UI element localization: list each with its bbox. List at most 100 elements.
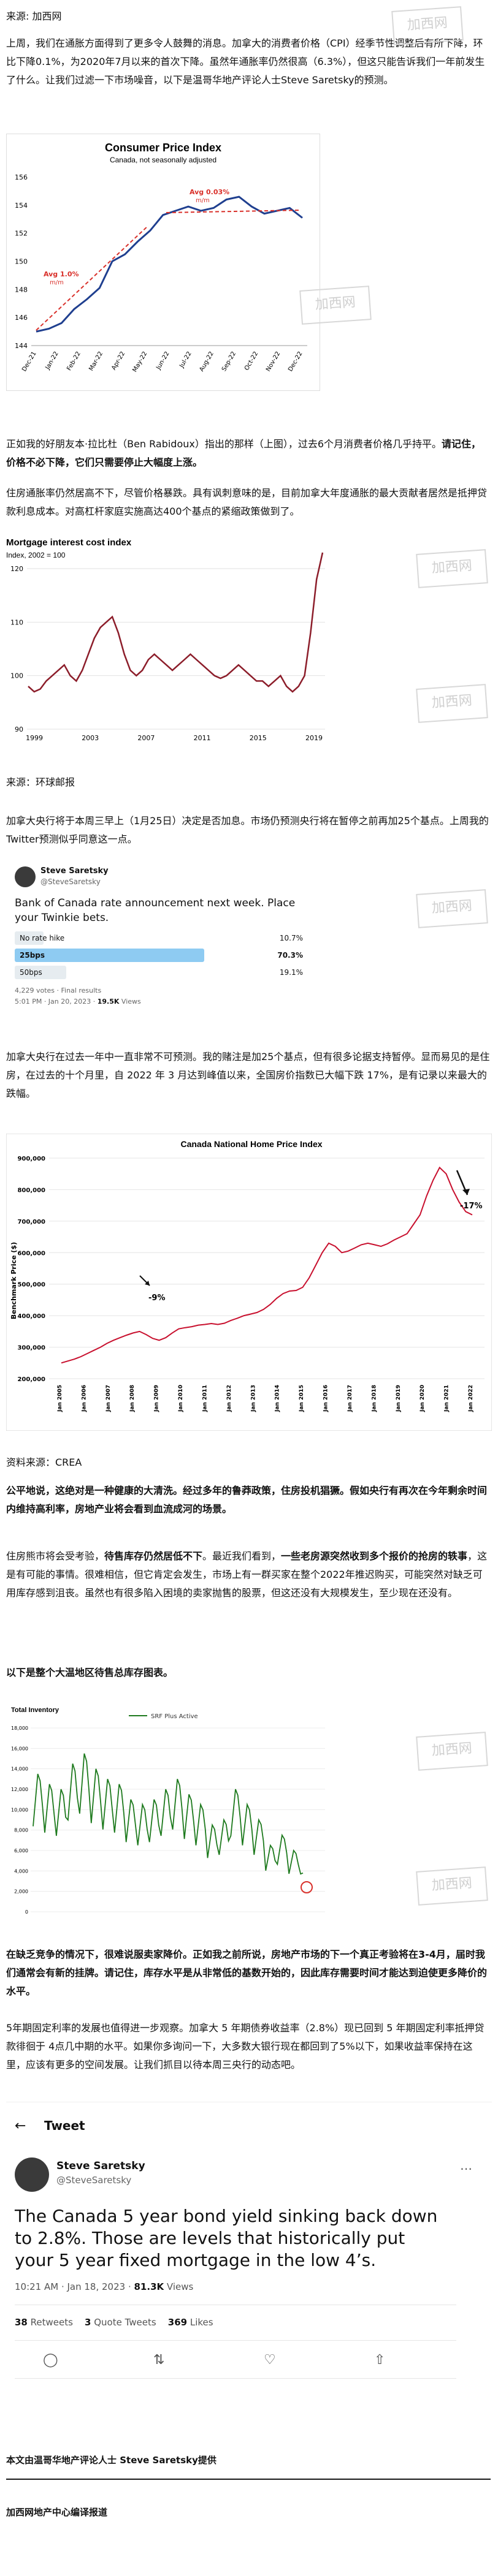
y-tick-label: 152	[15, 230, 28, 238]
y-tick-label: 6,000	[14, 1848, 28, 1854]
x-tick-label: Jan 2012	[226, 1385, 232, 1412]
chart-subtitle: Index, 2002 = 100	[6, 551, 66, 559]
trend-line-left	[36, 225, 148, 331]
chart-title: Consumer Price Index	[105, 142, 221, 154]
x-tick-label: 2015	[250, 734, 267, 742]
poll-option: 25bps 70.3%	[15, 949, 309, 962]
inventory-chart: Total Inventory 18,000 16,000 14,000 12,000…	[6, 1703, 331, 1924]
hpi-chart: Canada National Home Price Index Benchma…	[6, 1133, 492, 1431]
y-tick-label: 300,000	[17, 1345, 45, 1352]
reply-icon[interactable]: ◯	[43, 2352, 58, 2368]
x-tick-label: May-22	[131, 350, 148, 373]
legend-label: SRF Plus Active	[151, 1713, 198, 1720]
poll-option: 50bps 19.1%	[15, 966, 309, 979]
author-name[interactable]: Steve Saretsky	[40, 866, 109, 876]
y-tick-label: 120	[10, 565, 23, 573]
avatar[interactable]	[15, 866, 36, 887]
share-icon[interactable]: ⇧	[374, 2352, 386, 2368]
x-tick-label: Jan 2020	[419, 1385, 426, 1412]
inventory-series-line	[33, 1753, 304, 1875]
x-tick-label: Feb-22	[66, 350, 82, 372]
avatar[interactable]	[15, 2157, 49, 2192]
paragraph: 上周，我们在通胀方面得到了更多令人鼓舞的消息。加拿大的消费者价格（CPI）经季节…	[6, 37, 485, 86]
y-tick-label: 8,000	[14, 1828, 28, 1833]
x-tick-label: 2003	[82, 734, 99, 742]
y-tick-label: 12,000	[11, 1787, 28, 1792]
divider	[15, 2378, 456, 2379]
source-line: 来源：环球邮报	[6, 776, 75, 788]
y-tick-label: 16,000	[11, 1746, 28, 1751]
y-axis-label: Benchmark Price ($)	[10, 1242, 18, 1319]
y-tick-label: 2,000	[14, 1889, 28, 1895]
y-tick-label: 400,000	[17, 1313, 45, 1320]
more-options-icon[interactable]: ⋯	[460, 2161, 472, 2176]
trend-line-right	[166, 210, 302, 213]
paragraph: 住房熊市将会受考验，待售库存仍然居低不下。最近我们看到，一些老房源突然收到多个报…	[6, 1550, 488, 1599]
x-tick-label: 2011	[194, 734, 211, 742]
mortgage-chart: Mortgage interest cost index Index, 2002…	[6, 533, 331, 754]
y-tick-label: 18,000	[11, 1726, 28, 1731]
source-line: 来源: 加西网	[6, 10, 62, 22]
x-tick-label: Jan 2006	[81, 1385, 87, 1412]
retweet-count[interactable]: 38	[15, 2317, 28, 2328]
x-tick-label: Nov-22	[265, 350, 282, 373]
inventory-chart-svg: Total Inventory 18,000 16,000 14,000 12,000…	[11, 1707, 325, 1915]
cpi-series-line	[36, 195, 303, 333]
paragraph: 5年期固定利率的发展也值得进一步观察。加拿大 5 年期债券收益率（2.8%）现已…	[6, 2022, 485, 2070]
tweet-card[interactable]: ← Tweet Steve Saretsky @SteveSaretsky ⋯ …	[6, 2102, 492, 2445]
x-tick-label: Oct-22	[243, 350, 259, 372]
annotation-drop: -17%	[460, 1202, 483, 1211]
watermark-logo: 加西网	[416, 1866, 488, 1906]
hpi-series-line	[61, 1166, 473, 1364]
cpi-chart-svg: Consumer Price Index Canada, not seasona…	[15, 142, 307, 373]
x-tick-label: Jan 2021	[444, 1385, 450, 1412]
chart-title: Total Inventory	[11, 1707, 59, 1714]
hpi-chart-svg: Canada National Home Price Index Benchma…	[6, 1133, 492, 1431]
annotation-right: Avg 0.03%	[190, 188, 229, 196]
poll-option-pct: 70.3%	[277, 951, 303, 960]
like-count[interactable]: 369	[167, 2317, 188, 2328]
poll-options: No rate hike 10.7% 25bps 70.3% 50bps 19.1%	[15, 931, 309, 983]
y-tick-label: 700,000	[17, 1219, 45, 1225]
x-tick-label: 2007	[137, 734, 155, 742]
poll-option-label: 50bps	[20, 968, 42, 977]
watermark-logo: 加西网	[416, 549, 488, 588]
tweet-stats: 38 Retweets 3 Quote Tweets 369 Likes	[15, 2317, 213, 2328]
poll-tweet[interactable]: Steve Saretsky @SteveSaretsky Bank of Ca…	[6, 858, 319, 1011]
watermark-logo: 加西网	[416, 1732, 488, 1771]
x-tick-label: Sep-22	[221, 350, 237, 373]
x-tick-label: Jan 2017	[347, 1385, 353, 1412]
y-tick-label: 200,000	[17, 1376, 45, 1383]
x-tick-label: Jan 2009	[154, 1385, 160, 1412]
divider	[6, 2479, 491, 2480]
poll-bar	[15, 966, 67, 979]
x-tick-label: Jul-22	[178, 350, 193, 369]
poll-option-pct: 19.1%	[279, 968, 303, 977]
x-tick-label: Jan-22	[44, 350, 60, 371]
tweet-timestamp: 10:21 AM · Jan 18, 2023 · 81.3K Views	[15, 2281, 194, 2292]
mortgage-chart-svg: Mortgage interest cost index Index, 2002…	[6, 537, 325, 742]
like-icon[interactable]: ♡	[264, 2352, 276, 2368]
back-arrow-icon[interactable]: ←	[15, 2118, 26, 2134]
annotation-left-unit: m/m	[50, 279, 64, 286]
y-tick-label: 146	[15, 314, 28, 322]
paragraph: 正如我的好朋友本·拉比杜（Ben Rabidoux）指出的那样（上图），过去6个…	[6, 438, 481, 468]
tweet-header-title: Tweet	[44, 2118, 85, 2133]
y-tick-label: 150	[15, 258, 28, 266]
tweet-text: Bank of Canada rate announcement next we…	[15, 897, 296, 924]
poll-option-label: 25bps	[20, 951, 45, 960]
author-name[interactable]: Steve Saretsky	[56, 2160, 145, 2172]
watermark-logo: 加西网	[416, 684, 488, 723]
x-tick-label: Jan 2018	[371, 1385, 377, 1412]
annotation-left: Avg 1.0%	[44, 270, 79, 278]
chart-title: Mortgage interest cost index	[6, 537, 132, 548]
author-handle[interactable]: @SteveSaretsky	[56, 2175, 132, 2186]
quote-count[interactable]: 3	[85, 2317, 91, 2328]
retweet-icon[interactable]: ⇅	[153, 2352, 165, 2368]
watermark-logo: 加西网	[299, 286, 372, 325]
x-tick-label: Jan 2005	[57, 1385, 63, 1412]
paragraph: 加拿大央行在过去一年中一直非常不可预测。我的赌注是加25个基点，但有很多论据支持…	[6, 1051, 490, 1099]
paragraph: 以下是整个大温地区待售总库存图表。	[6, 1667, 174, 1678]
author-handle[interactable]: @SteveSaretsky	[40, 877, 101, 886]
y-tick-label: 800,000	[17, 1187, 45, 1194]
